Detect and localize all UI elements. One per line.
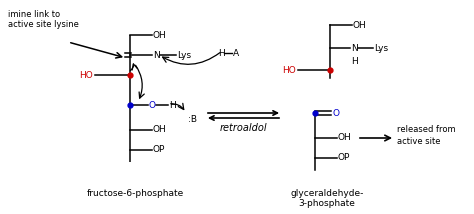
Text: O: O [333,108,340,117]
Text: OH: OH [153,31,167,40]
Text: H: H [351,56,358,65]
Text: :B: :B [188,114,197,123]
Text: imine link to: imine link to [8,10,60,19]
Text: OH: OH [353,21,367,30]
Text: Lys: Lys [374,43,388,52]
Text: HO: HO [79,70,93,79]
Text: active site: active site [397,138,440,147]
Text: OH: OH [153,125,167,135]
Text: released from: released from [397,125,456,135]
Text: retroaldol: retroaldol [219,123,267,133]
Text: active site lysine: active site lysine [8,20,79,29]
Text: H: H [218,49,225,58]
Text: HO: HO [282,65,296,74]
Text: OP: OP [338,153,350,162]
Text: N: N [351,43,358,52]
Text: O: O [149,101,156,110]
Text: glyceraldehyde-: glyceraldehyde- [290,189,364,198]
Text: 3-phosphate: 3-phosphate [299,199,356,208]
Text: Lys: Lys [177,51,191,59]
Text: H: H [169,101,176,110]
Text: fructose-6-phosphate: fructose-6-phosphate [86,189,183,198]
Text: OP: OP [153,146,165,155]
Text: A: A [233,49,239,58]
Text: N: N [153,51,160,59]
Text: OH: OH [338,134,352,143]
